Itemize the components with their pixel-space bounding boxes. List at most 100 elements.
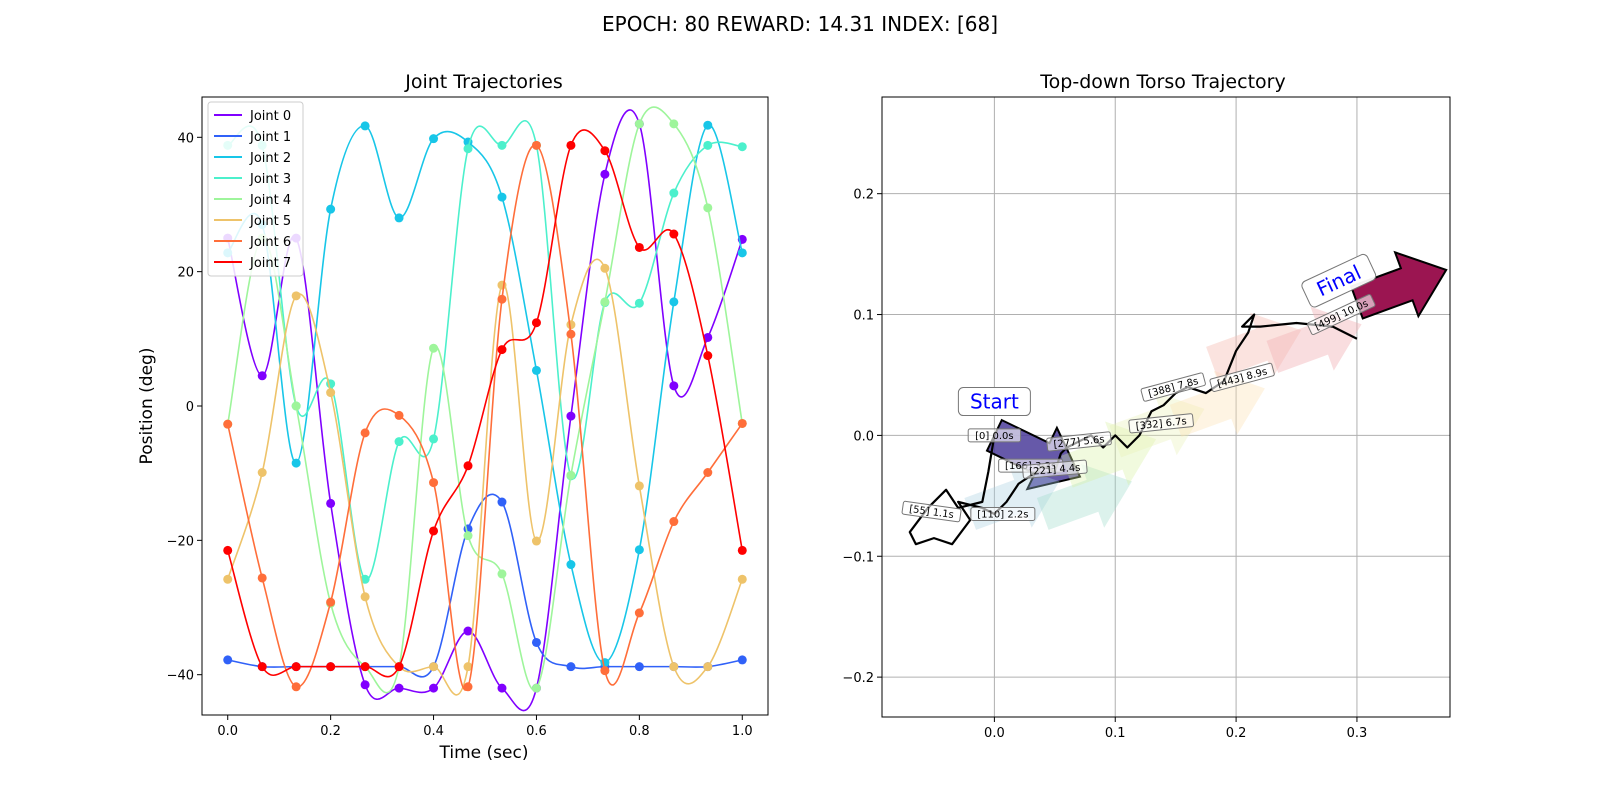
joint-1-point <box>634 662 644 672</box>
joint-5-point <box>703 662 713 672</box>
joint-0-point <box>463 626 473 636</box>
time-label: [55] 1.1s <box>901 500 962 523</box>
legend-label: Joint 0 <box>249 109 291 124</box>
x-tick-label: 0.3 <box>1347 726 1368 741</box>
x-tick-label: 0.1 <box>1105 726 1126 741</box>
joint-5-point <box>257 468 267 478</box>
joint-3-point <box>669 188 679 198</box>
label-text: Start <box>970 390 1019 414</box>
label-box <box>1307 294 1376 336</box>
joint-7-point <box>497 345 507 355</box>
joint-6-point <box>223 419 233 429</box>
y-tick-label: 0.1 <box>853 309 874 324</box>
joint-7-point <box>600 146 610 156</box>
joint-6-point <box>360 428 370 438</box>
joint-7-point <box>326 662 336 672</box>
joint-5-point <box>326 388 336 398</box>
joint-4-point <box>463 531 473 541</box>
joint-5-point <box>497 280 507 290</box>
joint-7-point <box>429 526 439 536</box>
y-tick-label: 0.0 <box>853 429 874 444</box>
y-tick-label: 40 <box>177 131 194 146</box>
y-tick-label: −20 <box>167 534 194 549</box>
joint-2-point <box>291 458 301 468</box>
joint-2-point <box>600 658 610 668</box>
legend-label: Joint 3 <box>249 172 291 187</box>
y-tick-label: −0.1 <box>842 550 874 565</box>
torso-plot-frame <box>881 96 1451 718</box>
joint-2-point <box>737 248 747 258</box>
trajectory-arrow <box>1169 370 1265 437</box>
joint-3-point <box>737 142 747 152</box>
joint-5-point <box>600 263 610 273</box>
label-box <box>1046 431 1112 452</box>
y-tick-label: −0.2 <box>842 671 874 686</box>
joint-7-point <box>566 140 576 150</box>
label-box <box>1128 413 1194 434</box>
joint-2-point <box>703 120 713 130</box>
x-tick-label: 0.2 <box>320 724 341 739</box>
joint-6-point <box>566 329 576 339</box>
legend-label: Joint 4 <box>249 193 291 208</box>
joint-0-point <box>497 683 507 693</box>
x-tick-label: 1.0 <box>732 724 753 739</box>
x-tick-label: 0.0 <box>984 726 1005 741</box>
joint-2-point <box>429 134 439 144</box>
joint-1-point <box>223 655 233 665</box>
joint-series-group <box>223 106 747 712</box>
joint-6-point <box>634 608 644 618</box>
joint-0-point <box>566 411 576 421</box>
torso-trajectory-chart: Top-down Torso Trajectory StartFinal[0] … <box>842 71 1451 741</box>
joint-x-axis-label: Time (sec) <box>439 743 529 763</box>
joint-6-point <box>600 666 610 676</box>
joint-0-point <box>394 683 404 693</box>
joint-1-point <box>737 655 747 665</box>
joint-6-point <box>463 682 473 692</box>
joint-4-point <box>703 203 713 213</box>
label-box <box>967 428 1022 443</box>
joint-3-point <box>497 140 507 150</box>
label-text: [277] 5.6s <box>1053 434 1105 450</box>
label-text: [221] 4.4s <box>1029 463 1081 478</box>
label-box <box>1022 459 1088 479</box>
joint-6-point <box>737 418 747 428</box>
label-box <box>901 500 962 523</box>
joint-2-point <box>326 204 336 214</box>
joint-4-line <box>226 106 744 694</box>
trajectory-arrow <box>1206 312 1302 379</box>
joint-5-point <box>291 291 301 301</box>
joint-1-point <box>531 637 541 647</box>
joint-4-point <box>531 683 541 693</box>
joint-5-point <box>429 662 439 672</box>
joint-2-point <box>669 297 679 307</box>
joint-2-point <box>634 545 644 555</box>
label-text: [0] 0.0s <box>975 431 1013 442</box>
joint-7-point <box>703 351 713 361</box>
joint-5-point <box>463 662 473 672</box>
joint-0-point <box>257 371 267 381</box>
joint-3-point <box>360 574 370 584</box>
joint-5-point <box>566 320 576 330</box>
label-box <box>1301 253 1377 308</box>
joint-4-point <box>497 569 507 579</box>
joint-5-point <box>669 662 679 672</box>
joint-4-point <box>429 343 439 353</box>
joint-0-point <box>703 332 713 342</box>
joint-6-point <box>669 517 679 527</box>
joint-5-point <box>531 536 541 546</box>
joint-3-point <box>703 140 713 150</box>
label-box <box>957 387 1031 417</box>
marker-label: Start <box>957 387 1031 417</box>
joint-legend: Joint 0 Joint 1 Joint 2 Joint 3 Joint 4 Joint… <box>207 101 304 277</box>
x-tick-label: 0.6 <box>526 724 547 739</box>
joint-3-point <box>429 434 439 444</box>
legend-box <box>207 101 304 277</box>
time-label: [110] 2.2s <box>970 506 1036 521</box>
joint-6-point <box>497 294 507 304</box>
x-tick-label: 0.4 <box>423 724 444 739</box>
joint-6-line <box>226 144 743 691</box>
joint-7-point <box>257 662 267 672</box>
joint-7-point <box>531 318 541 328</box>
